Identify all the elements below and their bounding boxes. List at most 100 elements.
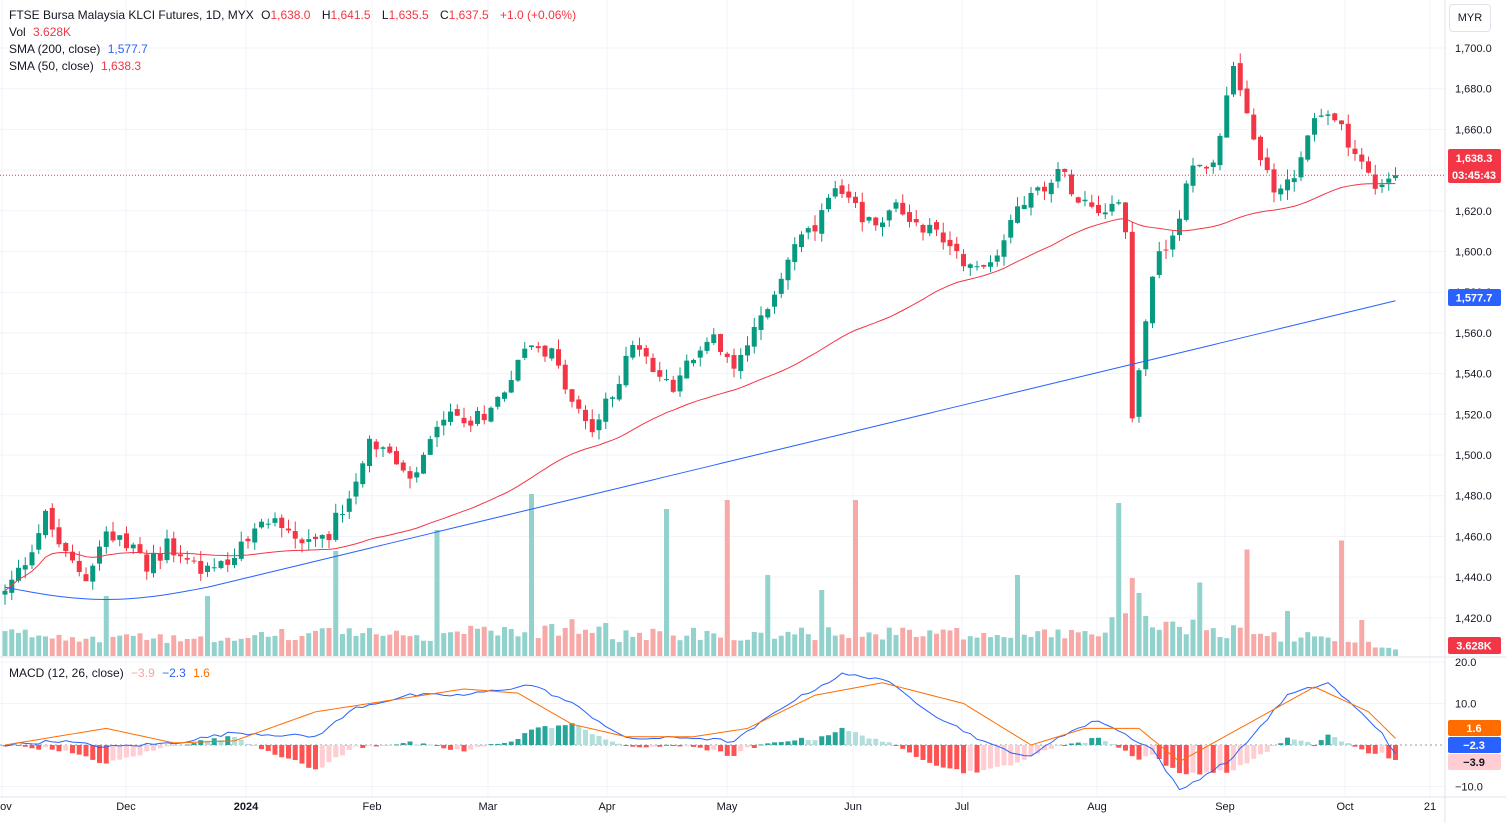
candle-body: [643, 348, 649, 357]
candle-body: [56, 527, 62, 545]
macd-histogram-bar: [758, 744, 764, 746]
time-tick-label: Dec: [116, 801, 136, 813]
macd-histogram-bar: [1102, 741, 1108, 745]
volume-bar: [684, 635, 690, 656]
candle-body: [569, 389, 575, 402]
volume-bar: [1224, 638, 1230, 656]
macd-histogram-bar: [117, 745, 123, 760]
macd-histogram-bar: [1008, 745, 1014, 766]
candle-body: [124, 533, 129, 549]
candle-body: [110, 531, 116, 541]
legend-sma50-value: 1,638.3: [101, 59, 142, 73]
volume-bar: [1298, 637, 1304, 656]
volume-bar: [394, 630, 399, 656]
macd-histogram-bar: [1271, 745, 1277, 746]
macd-histogram-bar: [299, 745, 305, 764]
candle-body: [873, 217, 879, 226]
macd-histogram-bar: [1237, 745, 1243, 766]
macd-histogram-bar: [387, 745, 393, 746]
candle-body: [1305, 135, 1311, 160]
candle-body: [859, 201, 865, 223]
candle-body: [1109, 203, 1115, 212]
candle-body: [299, 539, 305, 544]
volume-bar: [1109, 617, 1115, 656]
candle-body: [1345, 123, 1351, 148]
macd-histogram-bar: [83, 745, 89, 757]
candle-body: [191, 560, 197, 562]
macd-histogram-bar: [1069, 743, 1074, 745]
macd-histogram-bar: [893, 745, 899, 746]
candle-body: [1237, 63, 1243, 91]
candle-body: [1055, 169, 1061, 182]
macd-histogram-bar: [272, 745, 278, 755]
macd-histogram-bar: [920, 745, 926, 760]
candle-body: [97, 546, 102, 564]
candle-body: [16, 567, 21, 581]
price-tick-label: 1,520.0: [1455, 409, 1492, 421]
macd-histogram-bar: [1291, 739, 1297, 745]
volume-tag: 3.628K: [1448, 637, 1501, 654]
macd-histogram-bar: [751, 745, 757, 748]
volume-bar: [778, 635, 784, 656]
volume-bar: [907, 629, 912, 656]
macd-histogram-bar: [434, 745, 440, 746]
candle-body: [218, 561, 224, 568]
legend-volume-row[interactable]: Vol 3.628K: [9, 24, 75, 41]
volume-bar: [1069, 630, 1074, 656]
volume-bar: [238, 638, 244, 656]
macd-histogram-bar: [596, 735, 602, 745]
candle-body: [1102, 212, 1108, 215]
volume-bar: [819, 590, 825, 656]
candle-body: [333, 512, 339, 540]
volume-bar: [1325, 637, 1331, 656]
macd-histogram-bar: [927, 745, 933, 763]
macd-histogram-bar: [866, 738, 872, 745]
macd-histogram-bar: [448, 745, 453, 750]
macd-histogram-bar: [279, 745, 285, 758]
macd-histogram-bar: [286, 745, 291, 759]
currency-button[interactable]: MYR: [1449, 4, 1491, 32]
candle-body: [198, 560, 204, 574]
volume-bar: [36, 635, 42, 656]
macd-histogram-bar: [913, 745, 919, 757]
macd-histogram-bar: [461, 745, 467, 752]
candle-body: [1008, 220, 1014, 238]
legend-sma200-row[interactable]: SMA (200, close) 1,577.7: [9, 41, 152, 58]
volume-bar: [1197, 582, 1203, 656]
volume-bar: [893, 635, 899, 656]
candle-body: [475, 410, 480, 424]
volume-bar: [670, 635, 676, 656]
volume-bar: [475, 628, 480, 656]
macd-histogram-bar: [1204, 745, 1209, 773]
macd-histogram-bar: [1197, 745, 1203, 775]
candle-body: [272, 518, 278, 523]
macd-histogram-bar: [886, 742, 892, 745]
macd-histogram-bar: [853, 732, 858, 745]
volume-bar: [407, 636, 413, 656]
macd-histogram-bar: [292, 745, 298, 761]
macd-histogram-bar: [481, 745, 487, 747]
candle-body: [394, 451, 399, 465]
macd-histogram-bar: [427, 744, 433, 746]
volume-bar: [333, 551, 339, 656]
volume-bar: [144, 639, 150, 656]
volume-bar: [1251, 634, 1257, 656]
candle-body: [1258, 136, 1263, 161]
volume-bar: [1244, 549, 1250, 656]
volume-bar: [90, 636, 96, 656]
legend-macd-row[interactable]: MACD (12, 26, close) −3.9 −2.3 1.6: [9, 665, 214, 682]
legend-sma50-row[interactable]: SMA (50, close) 1,638.3: [9, 58, 145, 75]
volume-bar: [697, 639, 703, 656]
volume-bar: [1386, 647, 1392, 656]
candle-body: [144, 554, 150, 572]
volume-bar: [691, 627, 696, 656]
volume-bar: [29, 637, 35, 656]
candle-body: [718, 334, 723, 353]
volume-bar: [853, 500, 858, 656]
macd-histogram-bar: [508, 741, 514, 745]
candle-body: [1352, 148, 1358, 154]
candle-body: [259, 521, 264, 528]
macd-histogram-bar: [29, 745, 35, 749]
macd-histogram-bar: [718, 745, 723, 752]
